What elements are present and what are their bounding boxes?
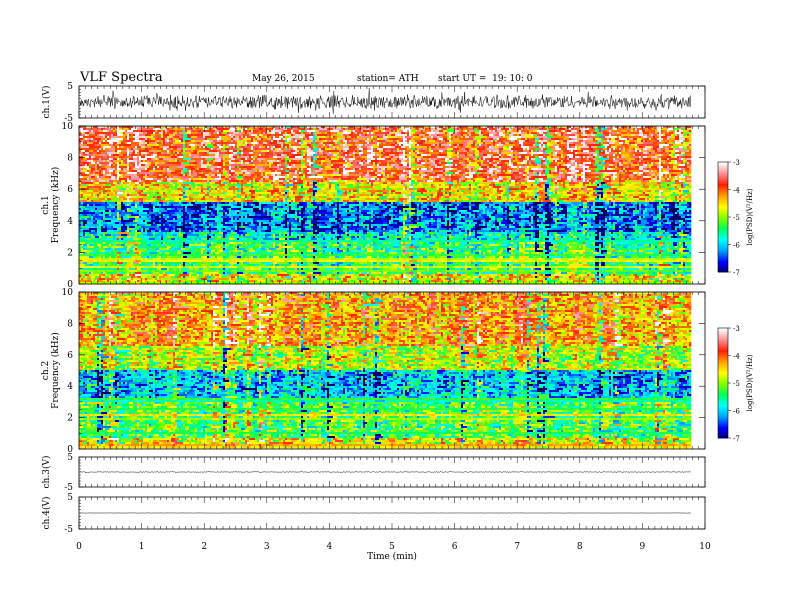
ch1-colorbar [718,162,731,272]
ch1-spec-axis-label: 2 [67,248,73,258]
ch2-spec-axis-label: 2 [67,414,73,424]
ch2-spec-axis-label: 8 [67,319,73,329]
x-tick-label: 1 [139,542,145,552]
ch2-spec-axis-label: 6 [67,351,73,361]
ch1-spec-axis-label: 8 [67,154,73,164]
ch2-spec-axis-ylabel: ch.2Frequency (kHz) [41,332,61,409]
ch1-spectrogram-image [79,126,691,284]
ch2-spec-axis-label: 10 [62,288,74,298]
ch1-wave-axis-label: 5 [67,82,73,92]
x-tick-label: 5 [389,542,395,552]
x-tick-label: 6 [452,542,458,552]
x-axis-label: Time (min) [367,551,417,562]
x-tick-label: 0 [76,542,82,552]
start-time-label: start UT = 19: 10: 0 [438,74,533,84]
ch1-spec-axis-ylabel: ch.1Frequency (kHz) [41,167,61,244]
ch2-colorbar-tick-label: -7 [733,435,740,443]
ch4-wave-axis-ylabel: ch.4(V) [41,497,52,530]
x-tick-label: 10 [699,542,711,552]
x-tick-label: 4 [327,542,333,552]
ch2-colorbar-tick-label: -6 [733,408,740,416]
ch1-spec-axis-label: 6 [67,185,73,195]
ch1-waveform-trace [80,88,691,114]
x-tick-label: 2 [201,542,207,552]
x-tick-label: 3 [264,542,270,552]
ch2-colorbar-tick-label: -3 [733,325,740,333]
ch1-colorbar-tick-label: -6 [733,242,740,250]
ch3-wave-axis-label: -5 [64,483,73,493]
ch3-wave-axis-label: 5 [67,453,73,463]
x-tick-label: 8 [577,542,583,552]
ch2-colorbar-tick-label: -5 [733,380,740,388]
ch1-colorbar-label: log(PSD)(V²/Hz) [746,188,754,245]
ch3-waveform-trace [80,471,691,472]
x-tick-label: 9 [640,542,646,552]
ch1-colorbar-tick-label: -7 [733,269,740,277]
ch3-wave-axis-ylabel: ch.3(V) [41,456,52,489]
ch2-spec-axis-label: 4 [67,382,73,392]
ch2-colorbar-label: log(PSD)(V²/Hz) [746,354,754,411]
figure-title: VLF Spectra [80,70,163,85]
ch2-colorbar-tick-label: -4 [733,353,740,361]
ch1-wave-axis-ylabel: ch.1(V) [41,86,52,119]
ch2-colorbar [718,328,731,438]
ch2-spectrogram-image [79,292,691,448]
ch1-spec-axis-label: 4 [67,217,73,227]
date-label: May 26, 2015 [252,74,315,84]
station-label: station= ATH [357,74,419,84]
ch1-colorbar-tick-label: -4 [733,187,740,195]
ch4-wave-axis-label: -5 [64,525,73,535]
x-tick-label: 7 [514,542,520,552]
ch1-colorbar-tick-label: -5 [733,214,740,222]
ch1-colorbar-tick-label: -3 [733,159,740,167]
ch1-spec-axis-label: 10 [62,122,74,132]
ch4-wave-axis-label: 5 [67,493,73,503]
